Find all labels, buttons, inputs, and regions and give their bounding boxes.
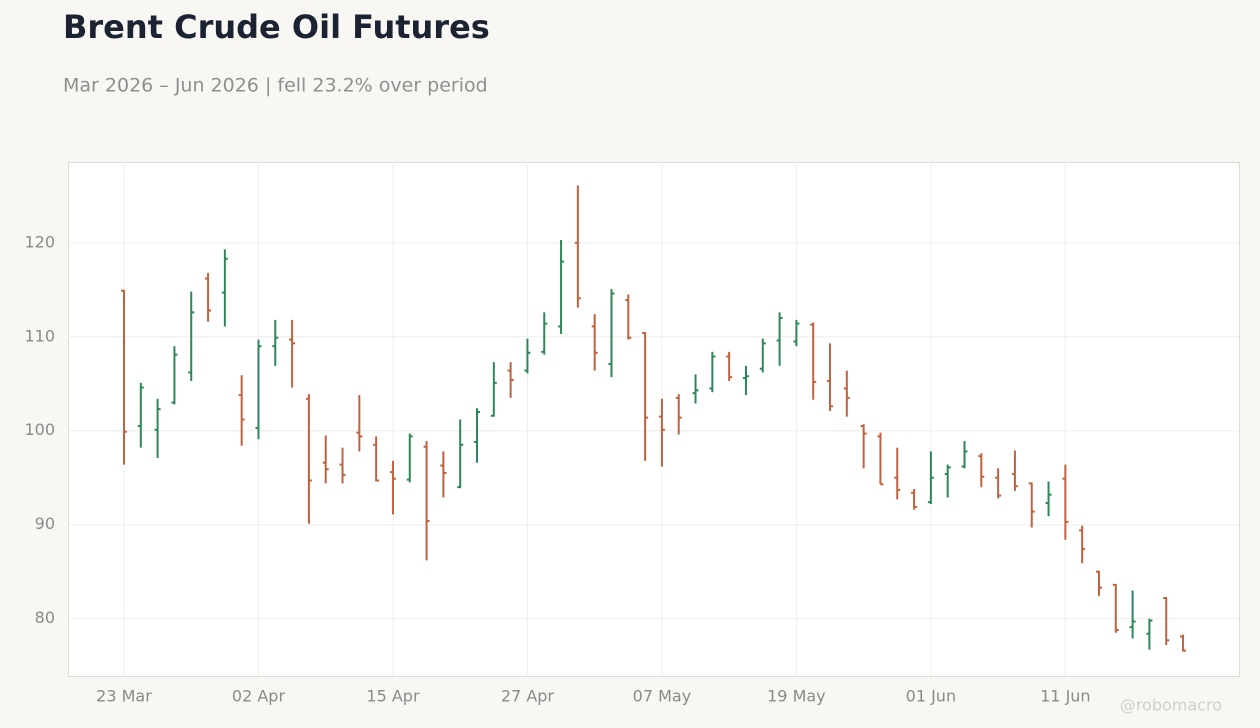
chart-title: Brent Crude Oil Futures bbox=[63, 8, 490, 46]
x-tick-label: 15 Apr bbox=[366, 687, 420, 706]
marks bbox=[121, 185, 1187, 652]
chart-subtitle: Mar 2026 – Jun 2026 | fell 23.2% over pe… bbox=[63, 75, 488, 97]
y-tick-label: 110 bbox=[24, 326, 55, 345]
y-tick-label: 100 bbox=[24, 420, 55, 439]
x-tick-label: 07 May bbox=[633, 687, 692, 706]
y-tick-label: 80 bbox=[35, 608, 55, 627]
x-tick-label: 01 Jun bbox=[906, 687, 956, 706]
x-tick-label: 11 Jun bbox=[1040, 687, 1090, 706]
plot-area bbox=[68, 162, 1240, 677]
y-tick-label: 120 bbox=[24, 232, 55, 251]
x-tick-label: 02 Apr bbox=[232, 687, 286, 706]
x-tick-label: 19 May bbox=[767, 687, 826, 706]
x-tick-label: 23 Mar bbox=[96, 687, 152, 706]
x-tick-label: 27 Apr bbox=[501, 687, 555, 706]
y-tick-label: 90 bbox=[35, 514, 55, 533]
watermark: @robomacro bbox=[1120, 696, 1222, 715]
